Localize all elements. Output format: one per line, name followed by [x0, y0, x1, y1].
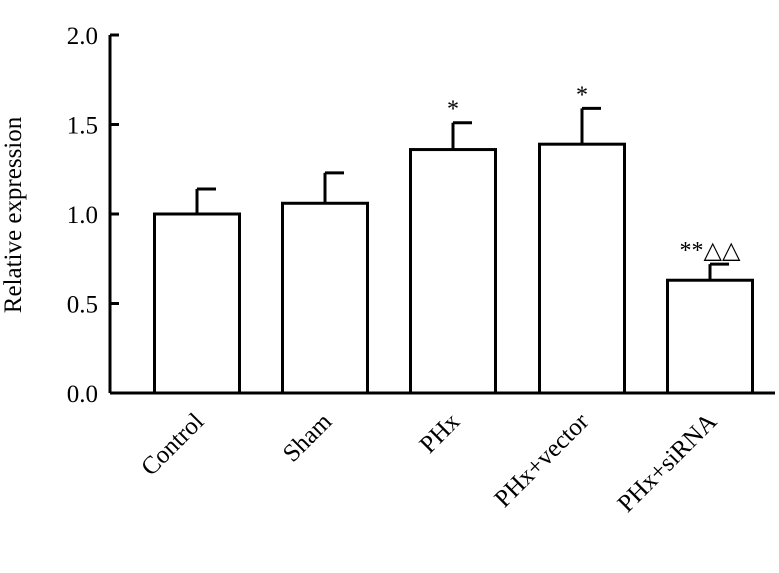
- y-tick-label: 0.0: [67, 381, 98, 408]
- category-label: PHx+vector: [490, 408, 595, 513]
- y-tick-label: 2.0: [67, 23, 98, 50]
- bar: [153, 212, 241, 395]
- bar: [666, 278, 754, 395]
- bar: [409, 148, 497, 395]
- significance-label: *: [447, 97, 459, 123]
- category-label: Sham: [278, 408, 338, 468]
- y-tick-label: 1.0: [67, 202, 98, 229]
- y-tick-label: 1.5: [67, 113, 98, 140]
- y-axis-title: Relative expression: [0, 116, 27, 313]
- category-label: PHx: [415, 408, 466, 459]
- category-label: PHx+siRNA: [613, 408, 723, 518]
- significance-label: **△△: [680, 238, 741, 264]
- y-tick-label: 0.5: [67, 292, 98, 319]
- bars: [153, 106, 754, 395]
- significance-label: *: [576, 82, 588, 108]
- bar: [538, 142, 626, 395]
- category-label: Control: [136, 408, 209, 481]
- bar: [281, 201, 369, 395]
